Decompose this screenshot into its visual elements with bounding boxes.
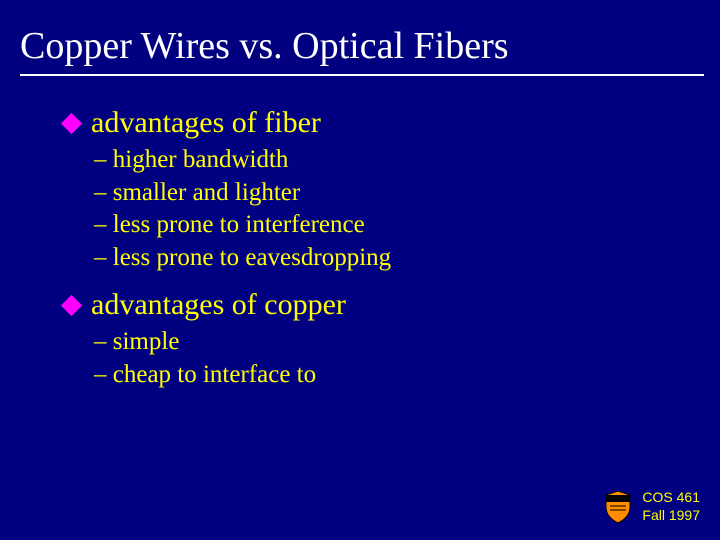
slide-footer: COS 461 Fall 1997 bbox=[604, 489, 700, 524]
footer-line2: Fall 1997 bbox=[642, 507, 700, 525]
diamond-icon bbox=[61, 112, 82, 133]
bullet-fiber: advantages of fiber bbox=[64, 106, 700, 140]
sub-item: – simple bbox=[94, 326, 700, 359]
shield-icon bbox=[604, 491, 632, 523]
sub-item: – less prone to interference bbox=[94, 209, 700, 242]
sub-list-fiber: – higher bandwidth – smaller and lighter… bbox=[64, 144, 700, 274]
bullet-copper: advantages of copper bbox=[64, 288, 700, 322]
sub-list-copper: – simple – cheap to interface to bbox=[64, 326, 700, 391]
slide-content: advantages of fiber – higher bandwidth –… bbox=[0, 76, 720, 391]
footer-text: COS 461 Fall 1997 bbox=[642, 489, 700, 524]
sub-item: – cheap to interface to bbox=[94, 359, 700, 392]
sub-item: – higher bandwidth bbox=[94, 144, 700, 177]
bullet-heading: advantages of copper bbox=[91, 288, 346, 322]
footer-line1: COS 461 bbox=[642, 489, 700, 507]
sub-item: – less prone to eavesdropping bbox=[94, 242, 700, 275]
sub-item: – smaller and lighter bbox=[94, 177, 700, 210]
bullet-heading: advantages of fiber bbox=[91, 106, 321, 140]
diamond-icon bbox=[61, 294, 82, 315]
slide-title: Copper Wires vs. Optical Fibers bbox=[0, 0, 720, 74]
